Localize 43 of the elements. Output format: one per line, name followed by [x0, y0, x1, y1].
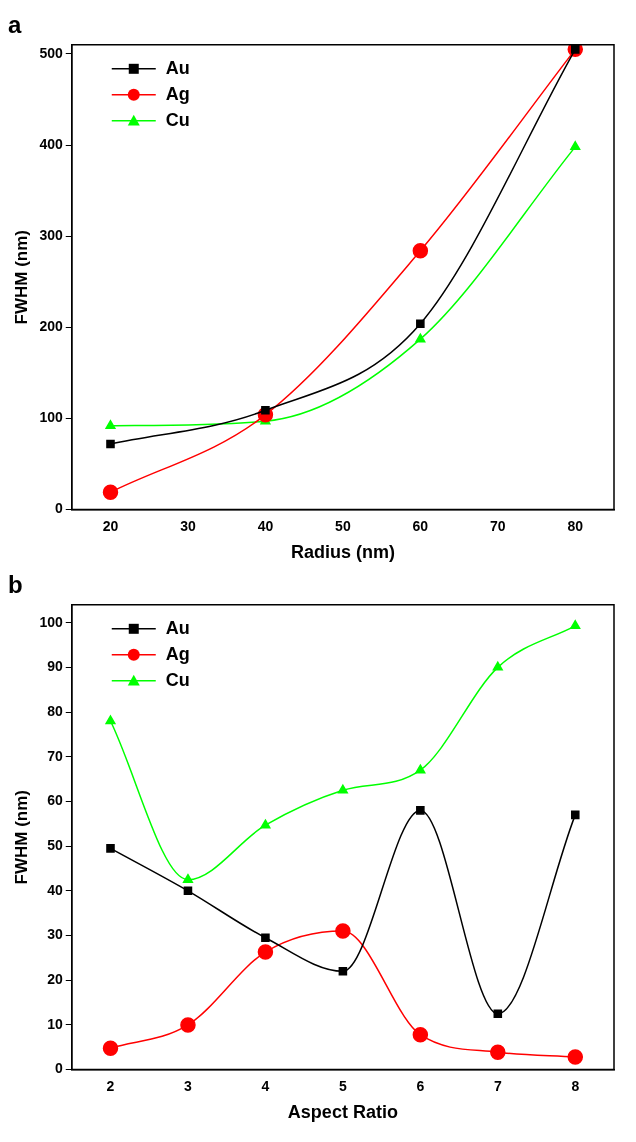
y-tick-label: 90	[47, 658, 63, 675]
x-tick-label: 2	[106, 1077, 115, 1094]
y-tick-label: 80	[47, 702, 63, 719]
x-axis-title: Aspect Ratio	[287, 1102, 398, 1123]
y-tick-label: 40	[47, 881, 63, 898]
y-tick-label: 0	[54, 1060, 63, 1077]
y-axis-title: FWHM (nm)	[11, 229, 31, 325]
y-tick-label: 100	[39, 409, 63, 426]
x-tick-label: 5	[338, 1077, 347, 1094]
y-tick-label: 60	[47, 792, 63, 809]
x-tick-label: 20	[102, 517, 119, 534]
legend-label: Ag	[165, 83, 190, 104]
y-tick-label: 300	[39, 227, 63, 244]
legend-label: Cu	[165, 669, 190, 690]
x-axis-title: Radius (nm)	[290, 542, 395, 563]
x-tick-label: 7	[493, 1077, 502, 1094]
y-tick-label: 10	[47, 1015, 63, 1032]
y-tick-label: 200	[39, 318, 63, 335]
legend-label: Au	[165, 57, 190, 78]
y-tick-label: 70	[47, 747, 63, 764]
x-tick-label: 3	[184, 1077, 193, 1094]
chart-title: b	[8, 571, 23, 599]
y-tick-label: 0	[54, 500, 63, 517]
chart-title: a	[8, 11, 22, 39]
x-tick-label: 4	[261, 1077, 270, 1094]
legend-label: Ag	[165, 643, 190, 664]
y-tick-label: 30	[47, 926, 63, 943]
x-tick-label: 30	[180, 517, 196, 534]
x-tick-label: 40	[257, 517, 274, 534]
x-tick-label: 60	[412, 517, 429, 534]
x-tick-label: 6	[416, 1077, 425, 1094]
legend-label: Cu	[165, 109, 190, 130]
y-axis-title: FWHM (nm)	[11, 789, 31, 885]
x-tick-label: 50	[335, 517, 351, 534]
x-tick-label: 80	[567, 517, 584, 534]
y-tick-label: 100	[39, 613, 63, 630]
y-tick-label: 20	[47, 971, 63, 988]
x-tick-label: 70	[490, 517, 506, 534]
legend-label: Au	[165, 617, 190, 638]
y-tick-label: 500	[39, 44, 63, 61]
y-tick-label: 50	[47, 837, 63, 853]
y-tick-label: 400	[39, 135, 63, 152]
x-tick-label: 8	[571, 1077, 580, 1094]
